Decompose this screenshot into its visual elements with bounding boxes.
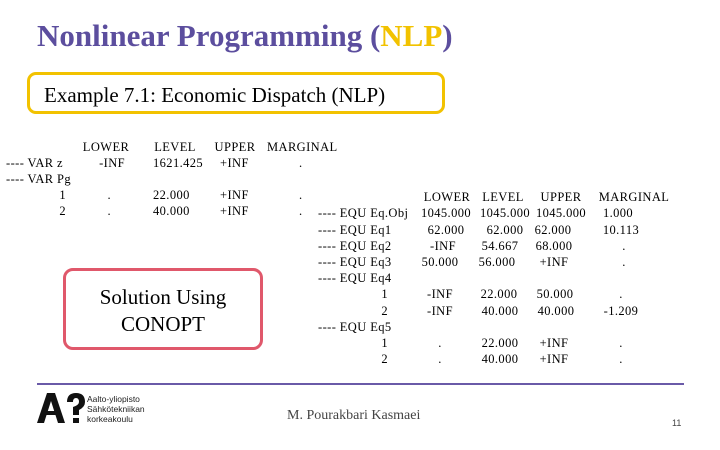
equ-row-lower: -INF	[430, 239, 456, 253]
solution-line-1: Solution Using	[99, 285, 227, 309]
equ-row-marginal: .	[619, 287, 623, 301]
author: M. Pourakbari Kasmaei	[287, 408, 421, 423]
example-label: Example 7.1: Economic Dispatch (NLP)	[44, 83, 386, 107]
equ-row-lower: .	[438, 336, 442, 350]
var-row-lower: .	[107, 204, 111, 218]
var-row-level: 40.000	[153, 204, 190, 218]
equ-row-level: 1045.000	[479, 206, 531, 220]
equ-row-lower: .	[438, 352, 442, 366]
equ-row-upper: +INF	[539, 352, 569, 366]
equ-header-level: LEVEL	[482, 190, 524, 204]
equ-row-upper: +INF	[539, 255, 569, 269]
var-row-lower: -INF	[99, 156, 125, 170]
aalto-logo-icon	[37, 393, 85, 423]
equ-row-label: ---- EQU Eq5	[318, 320, 392, 334]
title-main: Nonlinear Programming (	[37, 18, 381, 53]
logo-line-2: Sähkötekniikan	[87, 404, 145, 414]
equ-row-lower: 62.000	[427, 223, 465, 237]
var-row-upper: +INF	[220, 188, 249, 202]
example-box: Example 7.1: Economic Dispatch (NLP)	[27, 72, 445, 114]
equ-row-lower: 1045.000	[420, 206, 472, 220]
equ-row-level: 40.000	[481, 352, 519, 366]
equ-row-lower: -INF	[427, 304, 453, 318]
solution-text: Solution Using CONOPT	[66, 284, 260, 338]
var-row-level: 22.000	[153, 188, 190, 202]
equ-row-level: 54.667	[481, 239, 519, 253]
page-number: 11	[672, 418, 682, 428]
equ-row-lower: -INF	[427, 287, 453, 301]
equ-row-label: ---- EQU Eq1	[318, 223, 392, 237]
equ-row-level: 22.000	[480, 287, 518, 301]
title-highlight: NLP	[380, 18, 443, 53]
equ-header-lower: LOWER	[423, 190, 471, 204]
logo-line-1: Aalto-yliopisto	[87, 394, 140, 404]
var-header-upper: UPPER	[214, 140, 256, 154]
footer-rule	[37, 383, 684, 385]
var-row-marginal: .	[299, 188, 303, 202]
var-row-upper: +INF	[220, 156, 249, 170]
solution-line-2: CONOPT	[120, 312, 205, 336]
equ-row-marginal: .	[619, 336, 623, 350]
equ-row-label: 2	[381, 352, 388, 366]
solution-callout: Solution Using CONOPT	[63, 268, 263, 350]
logo-line-3: korkeakoulu	[87, 414, 133, 424]
var-row-level: 1621.425	[153, 156, 204, 170]
logo-text: Aalto-yliopisto Sähkötekniikan korkeakou…	[87, 394, 145, 424]
equ-row-label: ---- EQU Eq.Obj	[318, 206, 409, 220]
equ-row-upper: 1045.000	[535, 206, 587, 220]
equ-row-marginal: .	[622, 255, 626, 269]
equ-row-marginal: .	[619, 352, 623, 366]
var-row-label: 1	[59, 188, 66, 202]
var-row-label: ---- VAR Pg	[6, 172, 72, 186]
equ-row-marginal: -1.209	[603, 304, 639, 318]
slide-title: Nonlinear Programming (NLP)	[37, 18, 453, 54]
title-end: )	[442, 18, 453, 53]
equ-row-level: 40.000	[481, 304, 519, 318]
equ-row-label: ---- EQU Eq4	[318, 271, 392, 285]
var-row-marginal: .	[299, 204, 303, 218]
equ-row-label: 1	[381, 287, 388, 301]
equ-row-marginal: 10.113	[602, 223, 640, 237]
var-row-label: 2	[59, 204, 66, 218]
equ-row-label: 2	[381, 304, 388, 318]
var-row-upper: +INF	[220, 204, 249, 218]
equ-header-upper: UPPER	[540, 190, 582, 204]
equ-row-upper: 68.000	[535, 239, 573, 253]
equ-row-label: 1	[381, 336, 388, 350]
var-row-lower: .	[107, 188, 111, 202]
equ-row-lower: 50.000	[421, 255, 459, 269]
equ-row-marginal: 1.000	[602, 206, 634, 220]
equ-row-label: ---- EQU Eq2	[318, 239, 392, 253]
equ-header-marginal: MARGINAL	[598, 190, 670, 204]
var-header-marginal: MARGINAL	[267, 140, 338, 154]
var-row-marginal: .	[299, 156, 303, 170]
equ-row-level: 22.000	[481, 336, 519, 350]
var-row-label: ---- VAR z	[6, 156, 64, 170]
equ-row-upper: 62.000	[534, 223, 572, 237]
equ-row-label: ---- EQU Eq3	[318, 255, 392, 269]
equ-row-marginal: .	[622, 239, 626, 253]
equ-row-upper: 40.000	[537, 304, 575, 318]
var-header-lower: LOWER	[82, 140, 130, 154]
equ-row-upper: 50.000	[536, 287, 574, 301]
equ-row-level: 62.000	[486, 223, 524, 237]
equ-row-upper: +INF	[539, 336, 569, 350]
equ-row-level: 56.000	[478, 255, 516, 269]
var-header-level: LEVEL	[154, 140, 196, 154]
